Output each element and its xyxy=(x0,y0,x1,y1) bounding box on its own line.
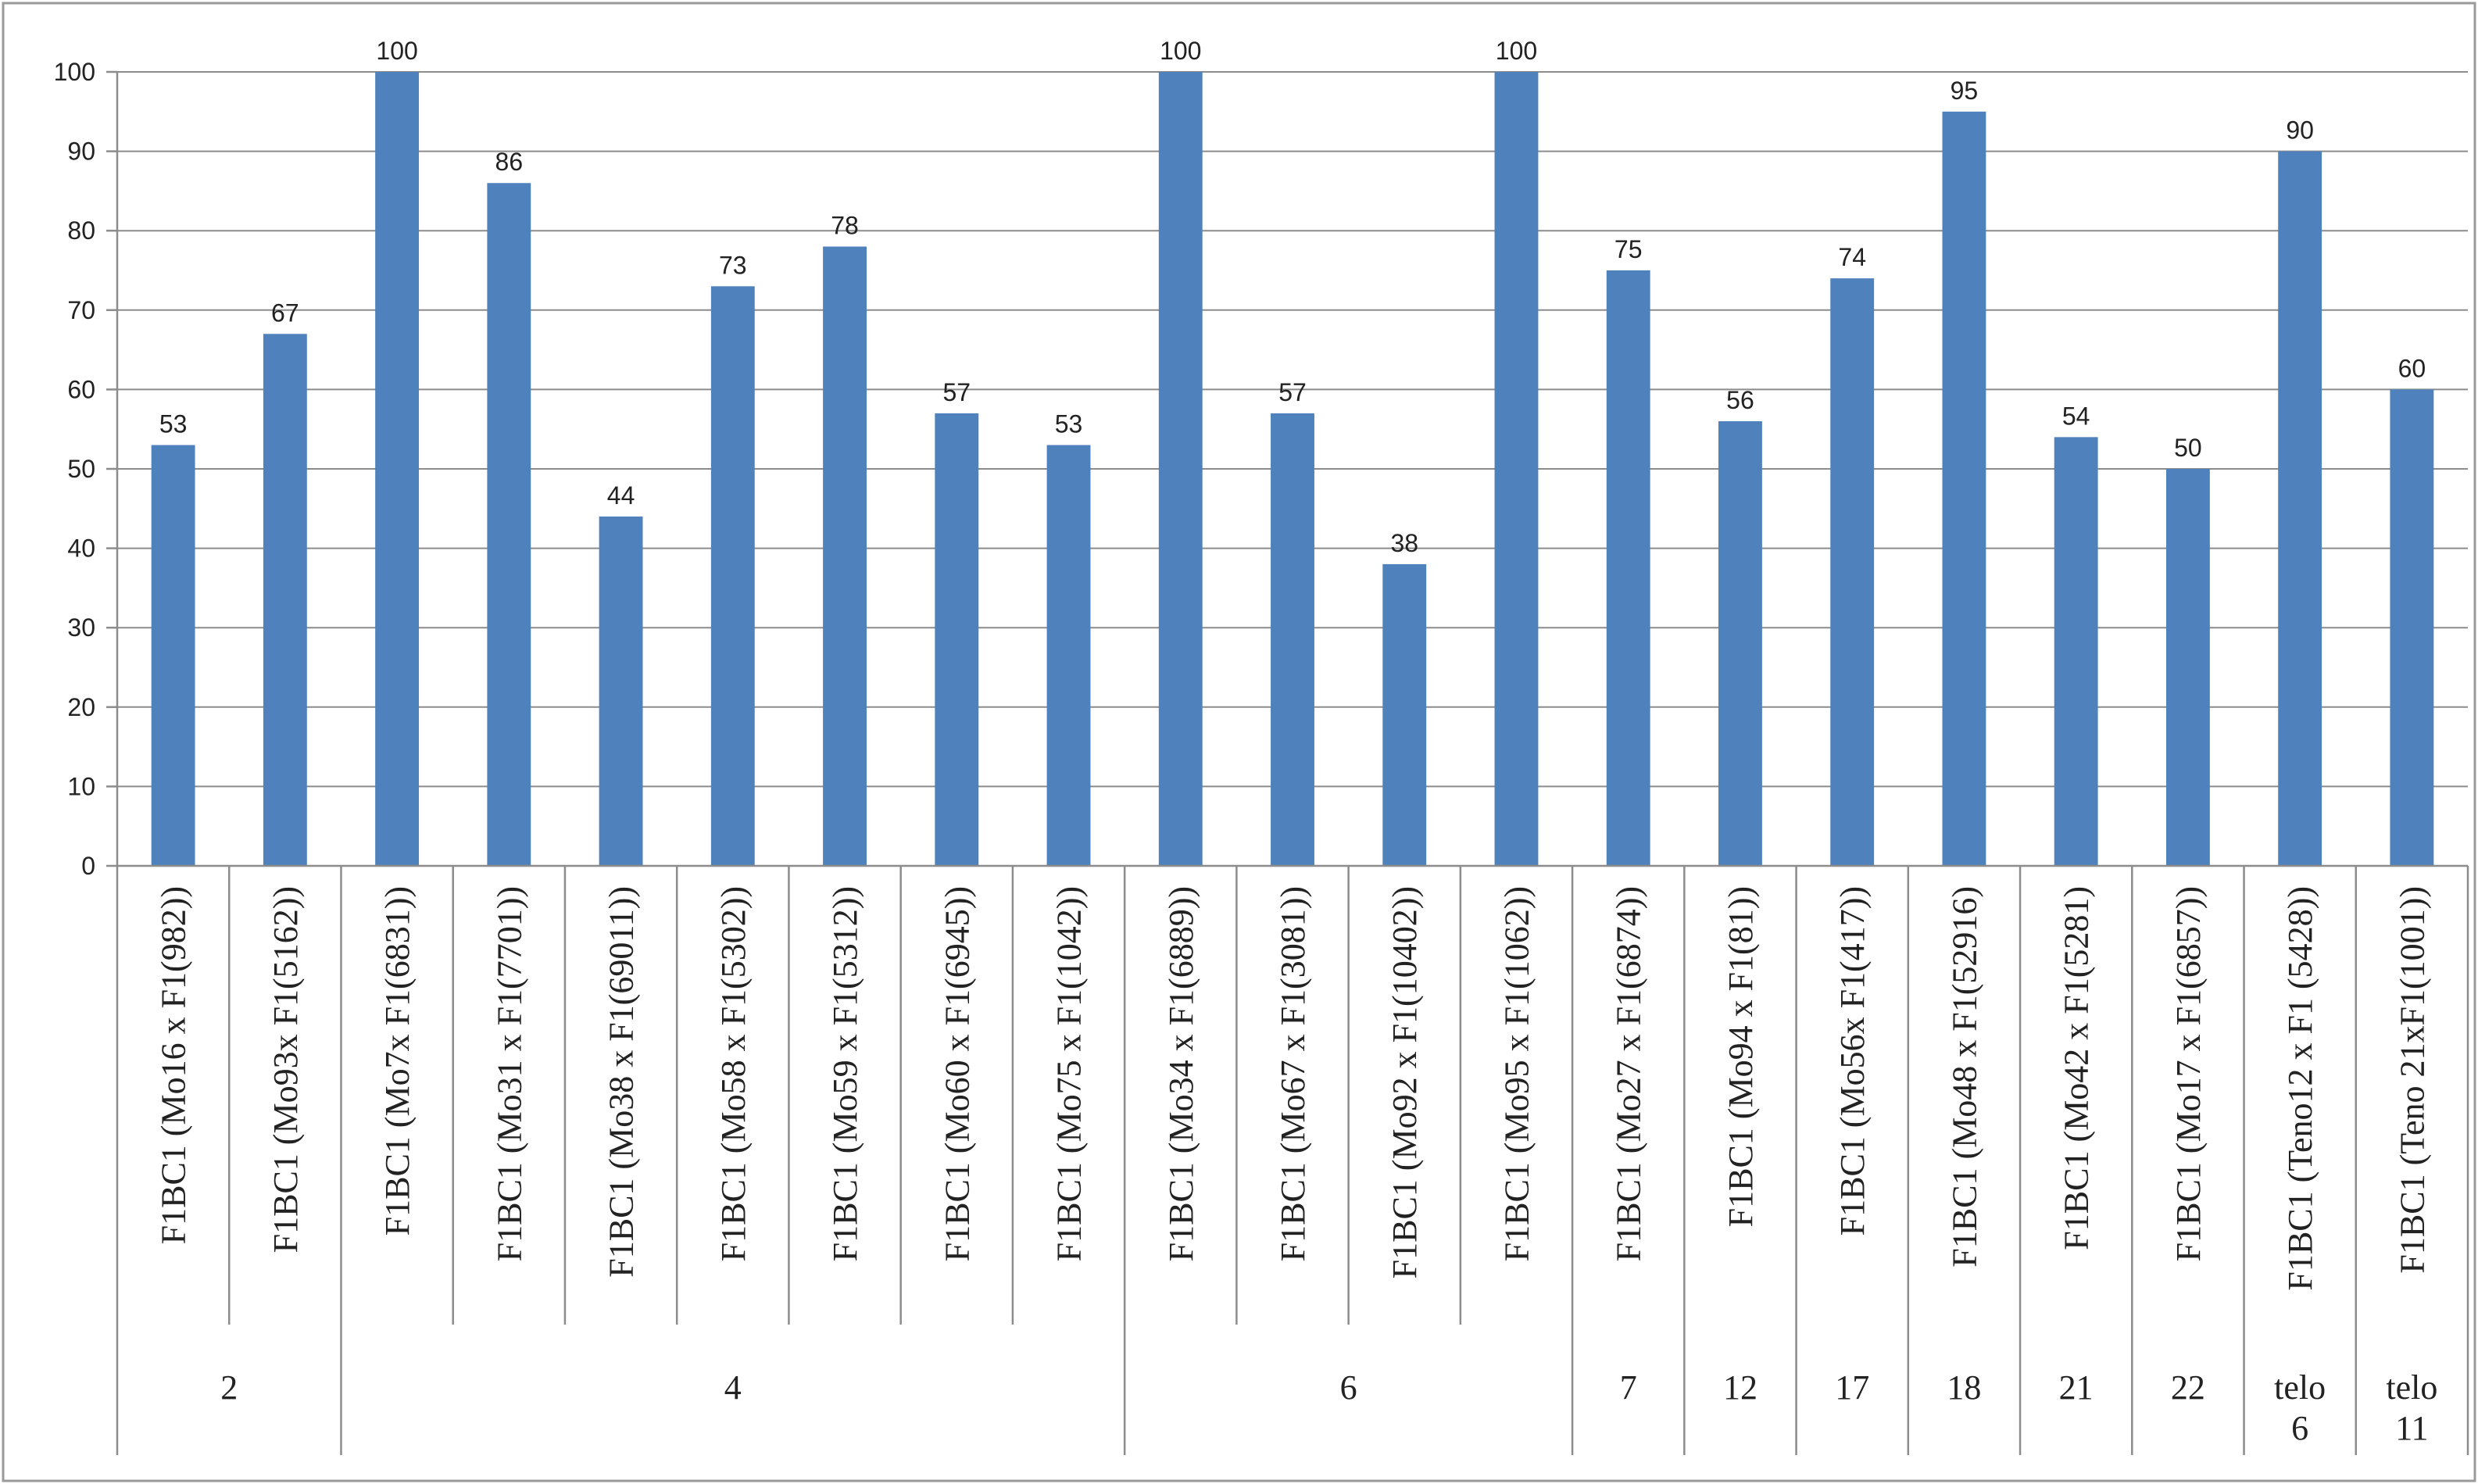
category-label: F1BC1 (Mo48 x F1(52916) xyxy=(1945,886,1983,1268)
data-label: 74 xyxy=(1838,243,1866,271)
data-label: 100 xyxy=(1496,37,1537,65)
data-label: 86 xyxy=(495,148,524,176)
data-label: 53 xyxy=(1055,410,1083,438)
category-label: F1BC1 (Teno12 x F1 (5428)) xyxy=(2281,886,2319,1291)
category-label: F1BC1 (Mo67 x F1(3081)) xyxy=(1274,886,1312,1261)
group-label: 7 xyxy=(1620,1368,1637,1407)
bar xyxy=(935,413,979,866)
category-label: F1BC1 (Teno 21xF1(1001)) xyxy=(2393,886,2431,1274)
bar xyxy=(1382,563,1427,866)
bar xyxy=(375,72,420,866)
data-label: 53 xyxy=(159,410,188,438)
y-tick-label: 80 xyxy=(67,216,95,245)
bar xyxy=(1830,278,1875,866)
group-label: 18 xyxy=(1947,1368,1981,1407)
y-axis-tick-labels: 0 10 20 30 40 50 60 70 80 90 100 xyxy=(54,58,95,880)
category-labels: F1BC1 (Mo16 x F1(982)) F1BC1 (Mo93x F1(51… xyxy=(155,886,2432,1291)
category-label: F1BC1 (Mo95 x F1(1062)) xyxy=(1497,886,1536,1261)
data-label: 67 xyxy=(271,299,299,327)
data-label: 44 xyxy=(607,481,635,510)
group-label: telo 11 xyxy=(2386,1368,2437,1447)
bar xyxy=(1718,421,1762,866)
group-label: telo 6 xyxy=(2274,1368,2326,1447)
group-label: 6 xyxy=(1340,1368,1357,1407)
category-label: F1BC1 (Mo93x F1(5162)) xyxy=(266,886,305,1253)
group-label-line: telo xyxy=(2274,1368,2326,1407)
category-label: F1BC1 (Mo75 x F1(1042)) xyxy=(1050,886,1089,1261)
data-label: 95 xyxy=(1951,77,1979,105)
group-label: 21 xyxy=(2059,1368,2094,1407)
category-label: F1BC1 (Mo34 x F1(6889)) xyxy=(1162,886,1200,1261)
data-label: 38 xyxy=(1390,529,1418,557)
group-label: 22 xyxy=(2171,1368,2205,1407)
category-label: F1BC1 (Mo16 x F1(982)) xyxy=(155,886,193,1244)
category-label: F1BC1 (Mo92 x F1(10402)) xyxy=(1386,886,1424,1278)
group-label-line: telo xyxy=(2386,1368,2437,1407)
y-tick-label: 10 xyxy=(67,772,95,800)
data-label: 50 xyxy=(2174,434,2202,462)
category-label: F1BC1 (Mo56x F1(417)) xyxy=(1833,886,1872,1235)
data-label: 100 xyxy=(376,37,417,65)
group-label: 12 xyxy=(1723,1368,1757,1407)
bar xyxy=(1606,270,1650,866)
data-label: 54 xyxy=(2062,402,2090,430)
category-label: F1BC1 (Mo60 x F1(6945)) xyxy=(938,886,976,1261)
category-label: F1BC1 (Mo42 x F1(5281) xyxy=(2058,886,2096,1250)
data-label: 78 xyxy=(831,212,859,240)
group-label: 4 xyxy=(724,1368,742,1407)
data-label: 90 xyxy=(2286,116,2314,145)
data-label: 57 xyxy=(942,378,971,406)
data-label: 57 xyxy=(1278,378,1307,406)
data-label: 100 xyxy=(1160,37,1201,65)
bar xyxy=(823,246,867,866)
group-label: 2 xyxy=(220,1368,238,1407)
y-tick-label: 50 xyxy=(67,455,95,483)
y-tick-label: 20 xyxy=(67,693,95,721)
bar xyxy=(1158,72,1203,866)
bar xyxy=(599,516,643,866)
y-tick-label: 40 xyxy=(67,535,95,563)
y-tick-label: 60 xyxy=(67,375,95,403)
data-labels: 53 67 100 86 44 73 78 57 53 100 57 38 100 75 56 74 95 54 5… xyxy=(159,37,2426,557)
bar xyxy=(487,183,531,867)
bar xyxy=(2165,469,2210,866)
y-tick-label: 100 xyxy=(54,58,95,86)
bar xyxy=(1271,413,1314,866)
data-label: 60 xyxy=(2398,354,2426,382)
data-label: 56 xyxy=(1726,386,1754,414)
y-tick-label: 70 xyxy=(67,296,95,324)
bar xyxy=(2054,437,2098,866)
category-label: F1BC1 (Mo58 x F1(5302)) xyxy=(714,886,753,1261)
data-label: 73 xyxy=(719,251,747,279)
group-label-line: 11 xyxy=(2395,1409,2428,1447)
group-label-line: 6 xyxy=(2291,1409,2308,1447)
category-label: F1BC1 (Mo27 x F1(6874)) xyxy=(1610,886,1648,1261)
bar xyxy=(1494,72,1539,866)
axes xyxy=(106,70,2469,1455)
bar xyxy=(1942,111,1986,867)
bar xyxy=(2390,389,2434,866)
category-label: F1BC1 (Mo59 x F1(5312)) xyxy=(826,886,864,1261)
category-label: F1BC1 (Mo94 x F1(81)) xyxy=(1722,886,1760,1227)
category-label: F1BC1 (Mo38 x F1(69011)) xyxy=(603,886,641,1278)
category-label: F1BC1 (Mo7x F1(6831)) xyxy=(378,886,417,1235)
bar xyxy=(1046,445,1091,866)
bar xyxy=(2278,151,2322,867)
y-tick-label: 0 xyxy=(81,852,95,880)
category-label: F1BC1 (Mo17 x F1(6857)) xyxy=(2169,886,2208,1261)
group-label: 17 xyxy=(1835,1368,1869,1407)
category-label: F1BC1 (Mo31 x F1(7701)) xyxy=(490,886,528,1261)
y-tick-label: 30 xyxy=(67,613,95,642)
bar xyxy=(151,445,195,866)
bars xyxy=(151,72,2434,867)
y-tick-label: 90 xyxy=(67,138,95,166)
bar xyxy=(263,334,307,866)
data-label: 75 xyxy=(1614,235,1643,263)
bar xyxy=(710,286,755,866)
